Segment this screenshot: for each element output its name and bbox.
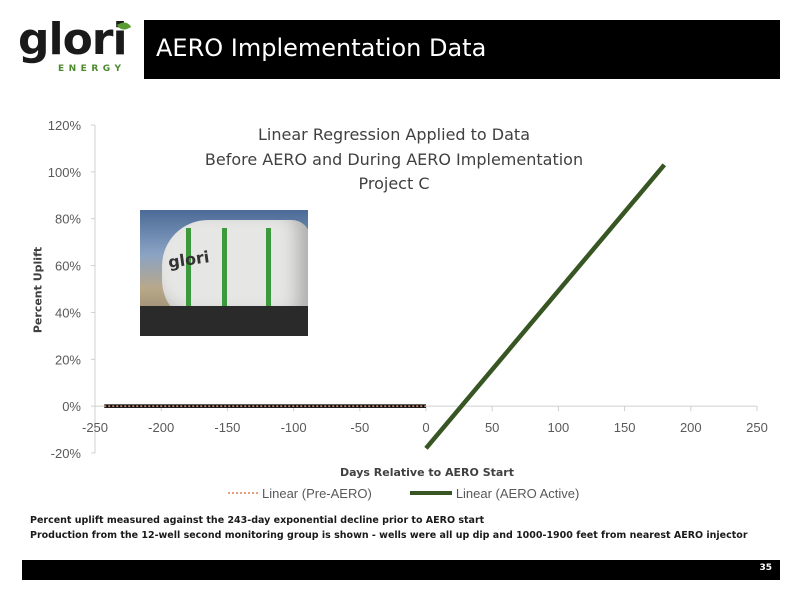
glori-energy-logo: glori ENERGY (18, 14, 136, 82)
y-tick-label: 80% (55, 212, 81, 227)
legend-label-aero-active: Linear (AERO Active) (455, 485, 580, 501)
x-tick-label: -250 (82, 420, 108, 435)
y-tick-label: 120% (48, 118, 82, 133)
trailer-base (140, 306, 308, 336)
x-tick-label: 50 (485, 420, 499, 435)
y-tick-label: -20% (51, 446, 82, 461)
legend-item-pre-aero: Linear (Pre-AERO) (228, 486, 372, 501)
legend-swatch-dotted (228, 492, 258, 494)
page-number: 35 (759, 563, 772, 573)
footnotes: Percent uplift measured against the 243-… (30, 514, 748, 543)
chart-title-line-1: Linear Regression Applied to Data (258, 125, 530, 144)
y-tick-label: 20% (55, 352, 81, 367)
logo-subtitle: ENERGY (58, 64, 126, 74)
tank-logo-text: glori (166, 247, 211, 272)
y-tick-label: 100% (48, 165, 82, 180)
footer-bar: 35 (22, 560, 780, 580)
tank-band (266, 228, 271, 328)
x-tick-label: 250 (746, 420, 768, 435)
x-tick-label: -150 (214, 420, 240, 435)
x-tick-label: -100 (281, 420, 307, 435)
x-tick-label: 0 (422, 420, 429, 435)
footnote-1: Percent uplift measured against the 243-… (30, 515, 485, 526)
chart-ticks: -20% 0% 20% 40% 60% 80% 100% 120% -250 -200 -150 -1… (48, 118, 768, 461)
legend-swatch-solid (409, 491, 452, 495)
y-tick-label: 0% (62, 399, 81, 414)
y-axis-label: Percent Uplift (31, 246, 45, 334)
title-bar: AERO Implementation Data (144, 20, 780, 79)
x-tick-label: 200 (680, 420, 702, 435)
slide-title: AERO Implementation Data (156, 34, 487, 62)
chart-series (104, 163, 667, 450)
series-line-aero-active (424, 163, 667, 450)
legend-label-pre-aero: Linear (Pre-AERO) (262, 485, 372, 501)
tank-band (186, 228, 191, 328)
x-tick-label: -200 (148, 420, 174, 435)
legend-item-aero-active: Linear (AERO Active) (409, 485, 580, 501)
y-tick-label: 40% (55, 305, 81, 320)
x-tick-label: -50 (350, 420, 369, 435)
chart-title: Linear Regression Applied to Data Before… (180, 123, 608, 197)
x-tick-label: 100 (548, 420, 570, 435)
logo-wordmark: glori (18, 14, 128, 65)
tank-band (222, 228, 227, 328)
chart-title-line-3: Project C (358, 174, 430, 193)
x-axis-label: Days Relative to AERO Start (340, 466, 514, 479)
footnote-2: Production from the 12-well second monit… (30, 529, 748, 541)
x-tick-label: 150 (614, 420, 636, 435)
y-tick-label: 60% (55, 259, 81, 274)
chart-title-line-2: Before AERO and During AERO Implementati… (204, 149, 584, 169)
aero-tank-photo: glori (140, 210, 308, 336)
chart-legend: Linear (Pre-AERO) Linear (AERO Active) (228, 484, 579, 502)
